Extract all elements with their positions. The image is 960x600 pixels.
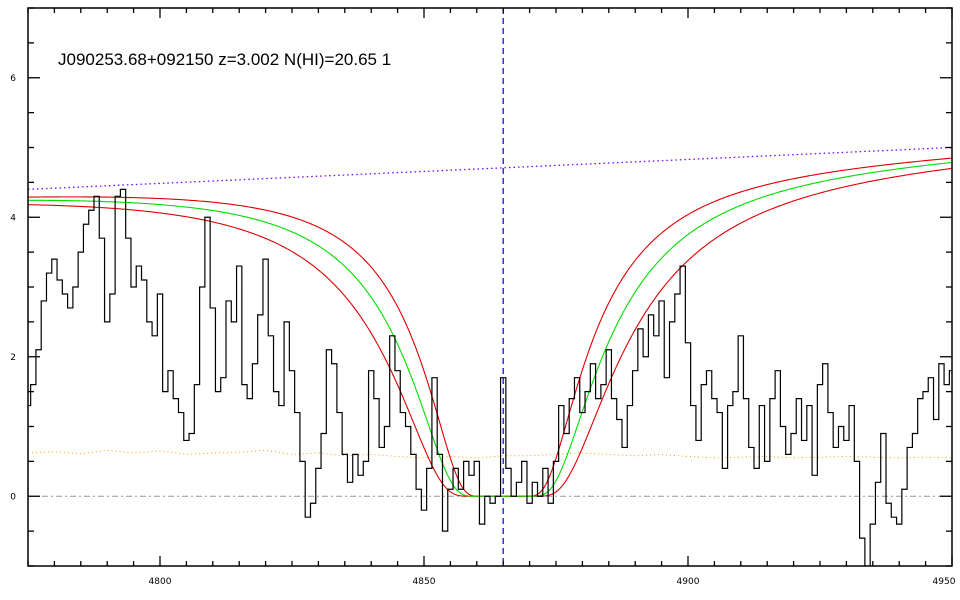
model-fit-series <box>28 161 952 497</box>
plot-frame <box>27 7 953 567</box>
y-tick-label: 4 <box>10 213 16 223</box>
x-tick-label: 4800 <box>149 577 172 587</box>
x-tick-label: 4900 <box>677 577 700 587</box>
y-tick-label: 6 <box>10 74 16 84</box>
error-series <box>28 449 952 459</box>
x-tick-label: 4850 <box>413 577 436 587</box>
flux-series <box>28 188 952 566</box>
chart-title: J090253.68+092150 z=3.002 N(HI)=20.65 1 <box>58 50 391 69</box>
continuum-series <box>28 146 952 190</box>
y-tick-label: 2 <box>10 353 16 363</box>
x-tick-label: 4950 <box>933 577 956 587</box>
y-tick-label: 0 <box>10 492 16 502</box>
model-lower-bound-series <box>28 157 952 497</box>
model-upper-bound-series <box>28 167 952 497</box>
